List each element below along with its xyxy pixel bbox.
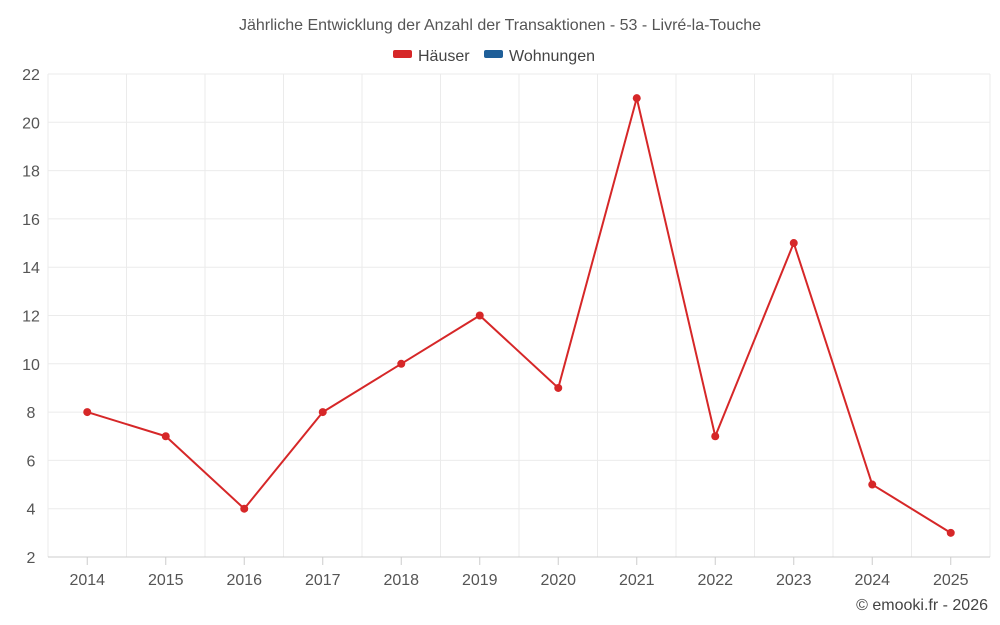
data-point[interactable] [318,408,327,417]
legend-swatch-haeuser [393,50,412,58]
legend-label-haeuser: Häuser [418,48,470,65]
x-tick-label: 2015 [148,572,184,589]
x-tick-label: 2020 [540,572,576,589]
data-point[interactable] [397,359,406,368]
y-axis: 2 4 6 8 10 12 14 16 18 20 22 [22,67,40,567]
legend-item-wohnungen[interactable]: Wohnungen [484,48,595,65]
data-point[interactable] [240,504,249,513]
x-tick-label: 2018 [383,572,419,589]
y-tick-label: 2 [27,550,36,567]
legend: Häuser Wohnungen [393,48,595,65]
y-tick-label: 6 [27,453,36,470]
data-point[interactable] [475,311,484,320]
y-tick-label: 16 [22,212,40,229]
series-haeuser [83,94,955,537]
data-point[interactable] [554,383,563,392]
data-point[interactable] [161,432,170,441]
data-point[interactable] [632,94,641,103]
legend-swatch-wohnungen [484,50,503,58]
x-tick-label: 2021 [619,572,655,589]
y-tick-label: 12 [22,309,40,326]
x-axis: 2014 2015 2016 2017 2018 2019 2020 2021 2022 2023… [48,556,990,589]
data-point[interactable] [946,528,955,537]
grid [47,73,991,557]
credits: © emooki.fr - 2026 [856,597,988,614]
y-tick-label: 10 [22,357,40,374]
y-tick-label: 20 [22,115,40,132]
y-tick-label: 4 [27,502,36,519]
legend-label-wohnungen: Wohnungen [509,48,595,65]
x-tick-label: 2016 [226,572,262,589]
x-tick-label: 2019 [462,572,498,589]
x-tick-label: 2022 [697,572,733,589]
x-tick-label: 2014 [69,572,105,589]
y-tick-label: 14 [22,260,40,277]
x-tick-label: 2017 [305,572,341,589]
y-tick-label: 22 [22,67,40,84]
data-point[interactable] [711,432,720,441]
y-tick-label: 18 [22,164,40,181]
x-tick-label: 2025 [933,572,969,589]
data-point[interactable] [789,239,798,248]
series-line [86,97,952,534]
chart-title: Jährliche Entwicklung der Anzahl der Tra… [239,17,761,34]
y-tick-label: 8 [27,405,36,422]
legend-item-haeuser[interactable]: Häuser [393,48,470,65]
x-tick-label: 2023 [776,572,812,589]
data-point[interactable] [83,408,92,417]
data-point[interactable] [868,480,877,489]
x-tick-label: 2024 [854,572,890,589]
